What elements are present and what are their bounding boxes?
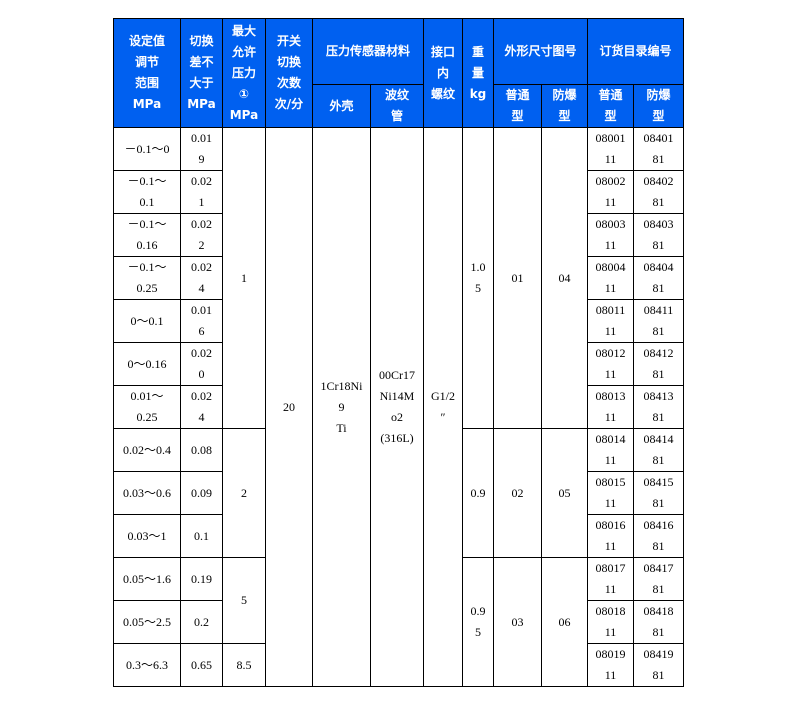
table-row: 0.02～0.4 0.08 2 0.9 02 05 08014 11 08414 81 <box>113 428 684 558</box>
order-normal-cell: 08016 11 <box>587 514 634 558</box>
range-cell: －0.1～ 0.25 <box>113 256 181 300</box>
range-cell: －0.1～0 <box>113 127 181 171</box>
weight-cell: 1.0 5 <box>462 127 494 429</box>
dim-explosion-cell: 04 <box>541 127 588 429</box>
shell-material-cell: 1Cr18Ni 9 Ti <box>312 127 371 687</box>
order-normal-cell: 08013 11 <box>587 385 634 429</box>
order-explosion-cell: 08411 81 <box>633 299 684 343</box>
range-cell: 0.02～0.4 <box>113 428 181 472</box>
table-row: 0.05～1.6 0.19 5 0.9 5 03 06 08017 11 08417 81 <box>113 557 684 687</box>
table-row: 0.3～6.3 0.65 8.5 08019 11 08419 81 <box>113 643 684 687</box>
range-cell: 0.05～2.5 <box>113 600 181 644</box>
header-bellows: 波纹 管 <box>370 84 424 128</box>
bellows-material-cell: 00Cr17 Ni14M o2 (316L) <box>370 127 424 687</box>
diff-cell: 0.02 4 <box>180 256 223 300</box>
order-normal-cell: 08003 11 <box>587 213 634 257</box>
order-explosion-cell: 08417 81 <box>633 557 684 601</box>
order-normal-cell: 08002 11 <box>587 170 634 214</box>
header-shell: 外壳 <box>312 84 371 128</box>
order-normal-cell: 08001 11 <box>587 127 634 171</box>
order-explosion-cell: 08401 81 <box>633 127 684 171</box>
diff-cell: 0.02 0 <box>180 342 223 386</box>
range-cell: 0～0.1 <box>113 299 181 343</box>
order-explosion-cell: 08402 81 <box>633 170 684 214</box>
table-row: －0.1～ 0.1 0.02 1 08002 11 08402 81 <box>113 170 684 214</box>
dim-normal-cell: 01 <box>493 127 542 429</box>
header-diff: 切换 差不 大于 MPa <box>180 18 223 128</box>
table-row: 0.05～2.5 0.2 08018 11 08418 81 <box>113 600 684 644</box>
header-dim-explosion: 防爆 型 <box>541 84 588 128</box>
diff-cell: 0.09 <box>180 471 223 515</box>
dim-explosion-cell: 05 <box>541 428 588 558</box>
diff-cell: 0.02 2 <box>180 213 223 257</box>
weight-cell: 0.9 <box>462 428 494 558</box>
order-normal-cell: 08018 11 <box>587 600 634 644</box>
diff-cell: 0.2 <box>180 600 223 644</box>
range-cell: 0.05～1.6 <box>113 557 181 601</box>
diff-cell: 0.01 6 <box>180 299 223 343</box>
range-cell: 0.03～1 <box>113 514 181 558</box>
header-dim-normal: 普通 型 <box>493 84 542 128</box>
diff-cell: 0.65 <box>180 643 223 687</box>
max-pressure-cell: 2 <box>222 428 266 558</box>
order-explosion-cell: 08412 81 <box>633 342 684 386</box>
diff-cell: 0.02 4 <box>180 385 223 429</box>
order-explosion-cell: 08403 81 <box>633 213 684 257</box>
header-max-pressure: 最大 允许 压力 ① MPa <box>222 18 266 128</box>
header-frequency: 开关 切换 次数 次/分 <box>265 18 313 128</box>
diff-cell: 0.02 1 <box>180 170 223 214</box>
table-row: 0.01～ 0.25 0.02 4 08013 11 08413 81 <box>113 385 684 429</box>
max-pressure-cell: 8.5 <box>222 643 266 687</box>
table-row: －0.1～ 0.25 0.02 4 08004 11 08404 81 <box>113 256 684 300</box>
range-cell: 0.01～ 0.25 <box>113 385 181 429</box>
header-order-normal: 普通 型 <box>587 84 634 128</box>
order-explosion-cell: 08404 81 <box>633 256 684 300</box>
table-row: 0.03～0.6 0.09 08015 11 08415 81 <box>113 471 684 515</box>
header-port: 接口 内 螺纹 <box>423 18 463 128</box>
order-normal-cell: 08014 11 <box>587 428 634 472</box>
dim-explosion-cell: 06 <box>541 557 588 687</box>
order-normal-cell: 08004 11 <box>587 256 634 300</box>
dim-normal-cell: 03 <box>493 557 542 687</box>
max-pressure-cell: 1 <box>222 127 266 429</box>
header-material: 压力传感器材料 <box>312 18 424 85</box>
order-explosion-cell: 08418 81 <box>633 600 684 644</box>
order-explosion-cell: 08414 81 <box>633 428 684 472</box>
table-row: 0～0.1 0.01 6 08011 11 08411 81 <box>113 299 684 343</box>
frequency-cell: 20 <box>265 127 313 687</box>
weight-cell: 0.9 5 <box>462 557 494 687</box>
range-cell: －0.1～ 0.16 <box>113 213 181 257</box>
order-normal-cell: 08011 11 <box>587 299 634 343</box>
table-row: －0.1～0 0.01 9 1 20 1Cr18Ni 9 Ti 00Cr17 Ni14M … <box>113 127 684 687</box>
header-order: 订货目录编号 <box>587 18 684 85</box>
dim-normal-cell: 02 <box>493 428 542 558</box>
range-cell: 0.3～6.3 <box>113 643 181 687</box>
order-normal-cell: 08012 11 <box>587 342 634 386</box>
order-explosion-cell: 08416 81 <box>633 514 684 558</box>
port-thread-cell: G1/2 ″ <box>423 127 463 687</box>
diff-cell: 0.08 <box>180 428 223 472</box>
header-range: 设定值 调节 范围 MPa <box>113 18 181 128</box>
max-pressure-cell: 5 <box>222 557 266 644</box>
range-cell: －0.1～ 0.1 <box>113 170 181 214</box>
order-normal-cell: 08015 11 <box>587 471 634 515</box>
order-normal-cell: 08017 11 <box>587 557 634 601</box>
header-weight: 重 量 kg <box>462 18 494 128</box>
diff-cell: 0.1 <box>180 514 223 558</box>
range-cell: 0～0.16 <box>113 342 181 386</box>
header-order-explosion: 防爆 型 <box>633 84 684 128</box>
order-explosion-cell: 08415 81 <box>633 471 684 515</box>
spec-table: 设定值 调节 范围 MPa 切换 差不 大于 MPa 最大 允许 压力 ① MP… <box>113 18 684 687</box>
range-cell: 0.03～0.6 <box>113 471 181 515</box>
header-dimensions: 外形尺寸图号 <box>493 18 588 85</box>
order-explosion-cell: 08419 81 <box>633 643 684 687</box>
diff-cell: 0.19 <box>180 557 223 601</box>
order-normal-cell: 08019 11 <box>587 643 634 687</box>
diff-cell: 0.01 9 <box>180 127 223 171</box>
table-row: 0.03～1 0.1 08016 11 08416 81 <box>113 514 684 558</box>
table-row: 0～0.16 0.02 0 08012 11 08412 81 <box>113 342 684 386</box>
order-explosion-cell: 08413 81 <box>633 385 684 429</box>
